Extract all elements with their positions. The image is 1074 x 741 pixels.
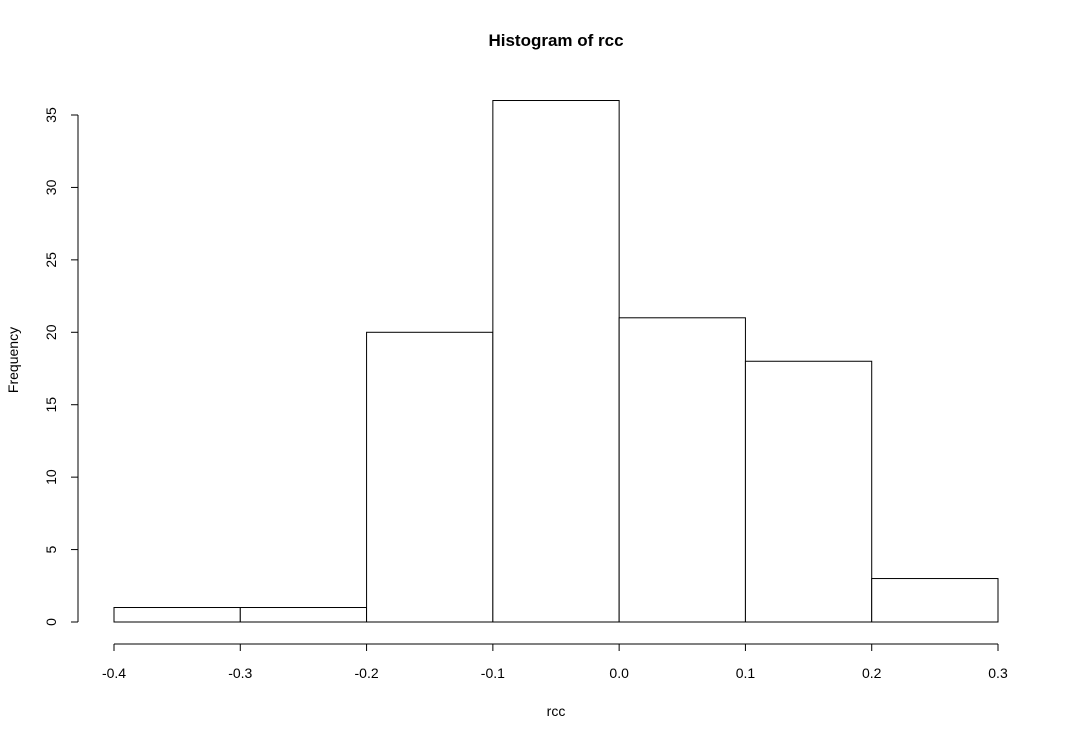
histogram-bar-4: [618, 317, 746, 623]
x-tick-label: 0.1: [736, 665, 756, 681]
x-axis: -0.4 -0.3 -0.2 -0.1 0.0 0.1 0.2 0.3: [102, 643, 1008, 681]
y-tick-label: 35: [43, 107, 59, 123]
x-tick-label: -0.3: [228, 665, 252, 681]
y-tick-label: 5: [43, 545, 59, 553]
chart-title: Histogram of rcc: [488, 31, 623, 50]
y-tick-label: 25: [43, 252, 59, 268]
y-tick-label: 10: [43, 469, 59, 485]
x-tick-label: -0.1: [481, 665, 505, 681]
x-tick-label: 0.0: [609, 665, 629, 681]
histogram-bar-5: [744, 360, 873, 623]
histogram-bar-2: [366, 331, 494, 623]
x-tick-label: 0.2: [862, 665, 882, 681]
bars-group: [113, 100, 999, 623]
y-tick-label: 30: [43, 179, 59, 195]
histogram-bar-1: [239, 607, 368, 623]
x-axis-label: rcc: [547, 703, 566, 719]
x-tick-label: -0.2: [355, 665, 379, 681]
y-tick-label: 0: [43, 618, 59, 626]
y-axis: 0 5 10 15 20 25 30 35: [43, 107, 79, 626]
y-tick-label: 15: [43, 397, 59, 413]
histogram-bar-3: [492, 100, 620, 623]
x-tick-label: 0.3: [988, 665, 1008, 681]
y-axis-label: Frequency: [5, 327, 21, 393]
histogram-bar-6: [871, 578, 999, 623]
x-tick-label: -0.4: [102, 665, 126, 681]
histogram-bar-0: [113, 607, 241, 623]
y-tick-label: 20: [43, 324, 59, 340]
